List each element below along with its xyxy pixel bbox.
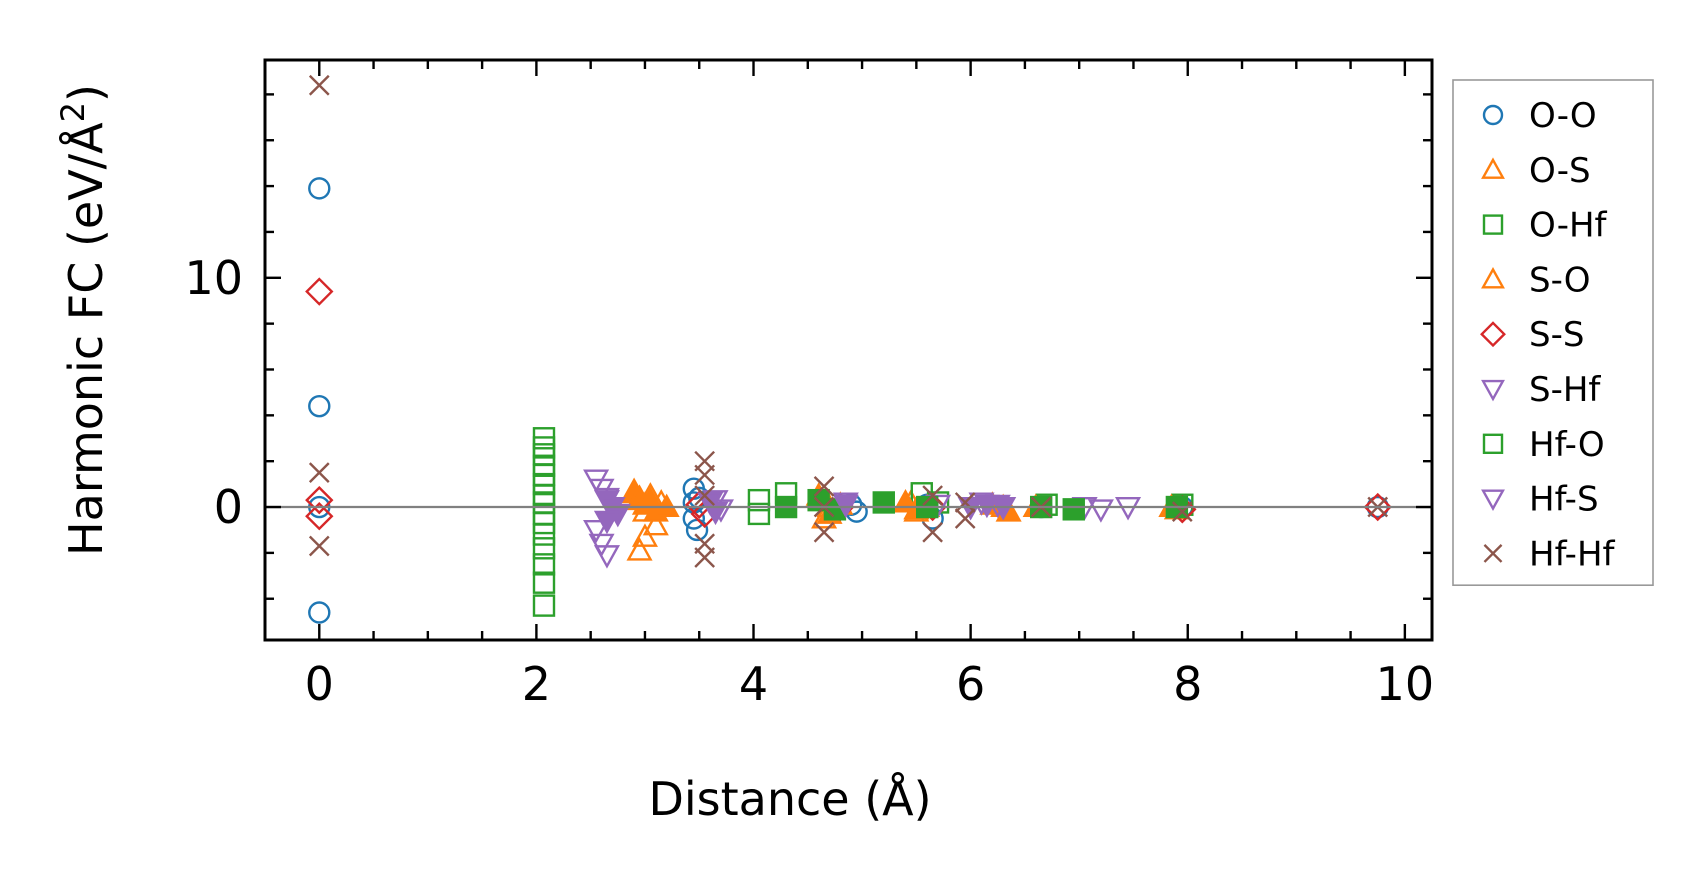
legend-item: Hf-O [1482,425,1605,465]
legend-marker [1482,433,1504,454]
data-point [532,594,556,617]
legend-label: Hf-S [1529,480,1599,520]
y-tick-label: 0 [214,480,243,534]
axes: 0 2 4 6 8 10 0 10 [184,58,1435,711]
data-point [832,494,859,519]
data-point [747,488,771,512]
data-point [813,476,835,497]
x-tick-label: 4 [739,657,768,711]
legend-marker [1481,489,1505,511]
series-o-hf [532,427,1194,617]
series-s-hf [583,469,1142,569]
data-point [532,553,556,576]
data-point [954,492,976,513]
data-point [702,501,729,526]
data-point [694,485,716,506]
data-point [532,511,556,535]
legend-item: Hf-S [1481,480,1599,520]
legend-box [1452,79,1654,587]
legend-marker [1480,321,1506,348]
data-point [308,462,330,483]
y-axis-label-main: Harmonic FC (eV/Å [59,122,113,556]
data-point [813,521,835,543]
legend-label: Hf-Hf [1529,534,1616,574]
data-point [872,491,895,514]
data-point [1171,501,1193,522]
legend-item: O-Hf [1482,206,1608,246]
data-point [954,508,976,529]
legend-item: S-S [1480,315,1584,355]
data-point [922,485,943,506]
series-o-o [308,177,1389,624]
y-axis-label: Harmonic FC (eV/Å2) [54,84,113,556]
legend-item: S-Hf [1481,370,1601,410]
data-point [532,537,556,560]
data-point [626,537,653,561]
data-point [308,177,331,200]
data-point [308,601,331,624]
data-point [694,464,716,486]
data-point [305,485,334,515]
x-tick-label: 0 [305,657,334,711]
data-point [694,547,716,568]
series-s-s [305,277,1392,531]
data-point [532,523,556,546]
data-point [583,519,610,544]
legend-marker [1483,544,1503,563]
legend-marker [1481,267,1505,289]
data-point [532,571,556,594]
data-point [308,535,330,557]
legend-item: O-S [1481,151,1591,191]
data-point [532,491,556,514]
data-point [1087,499,1114,523]
legend-marker [1481,157,1505,179]
data-point [593,510,620,535]
x-tick-label: 10 [1376,657,1435,711]
data-point [532,484,556,507]
legend-label: O-S [1529,151,1591,191]
y-axis-label-close: ) [59,84,113,102]
data-marks [305,74,1392,624]
legend-marker [1482,104,1504,126]
data-point [308,394,331,418]
legend-label: Hf-O [1529,425,1605,465]
legend: O-O O-S O-Hf S-O S-S S-Hf Hf-O Hf-S Hf-Hf [1452,79,1654,587]
x-axis-label: Distance (Å) [648,772,931,826]
data-point [308,74,330,96]
legend-marker [1482,214,1504,235]
legend-label: O-O [1529,96,1597,136]
y-tick-label: 10 [184,251,243,305]
legend-marker [1481,379,1505,402]
data-point [588,533,615,558]
data-point [1363,492,1392,522]
data-point [747,502,771,526]
data-point [305,502,334,531]
data-point [532,472,556,496]
data-point [922,521,943,543]
data-point [305,277,334,306]
legend-item: S-O [1481,260,1591,300]
x-tick-label: 6 [956,657,985,711]
data-point [631,523,658,547]
legend-label: S-Hf [1529,370,1601,410]
data-point [1062,498,1085,521]
legend-item: O-O [1482,96,1597,136]
data-point [593,545,620,569]
legend-item: Hf-Hf [1483,534,1616,574]
data-point [642,511,669,536]
legend-label: S-S [1529,315,1584,355]
x-tick-label: 2 [522,657,551,711]
legend-label: O-Hf [1529,206,1608,246]
legend-label: S-O [1529,260,1591,300]
x-tick-label: 8 [1173,657,1202,711]
plot-frame [263,58,1434,642]
y-axis-label-superscript: 2 [54,102,92,122]
data-point [682,507,706,530]
